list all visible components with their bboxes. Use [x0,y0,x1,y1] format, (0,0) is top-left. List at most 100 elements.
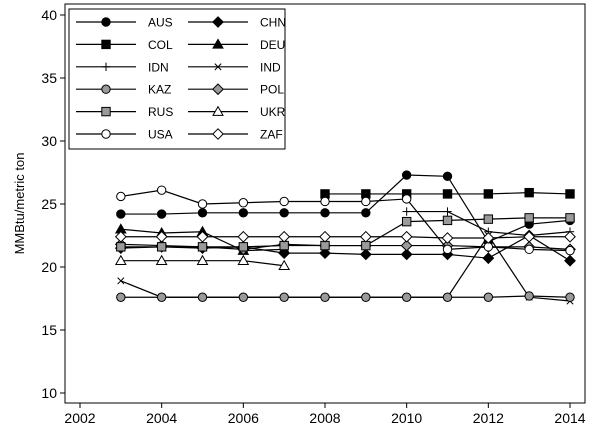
point-usa-2005 [197,199,208,209]
legend-label-ind: IND [260,60,281,74]
x-tick-label-2004: 2004 [146,410,177,426]
legend-label-idn: IDN [148,60,169,74]
legend-marker-aus [101,17,111,27]
point-aus-2009 [361,208,371,218]
point-zaf-2012 [482,232,495,244]
point-aus-2006 [238,208,249,218]
point-aus-2010 [401,170,412,180]
point-kaz-2010 [401,292,412,302]
point-usa-2003 [116,191,126,202]
point-kaz-2012 [483,292,494,302]
legend-item-col: COL [76,38,173,52]
point-usa-2006 [238,198,249,208]
point-usa-2007 [279,196,289,207]
point-aus-2008 [320,208,330,218]
point-zaf-2010 [400,230,413,243]
point-zaf-2013 [523,230,536,243]
point-ind-2003-b [117,277,125,285]
y-tick-label-25: 25 [41,196,57,212]
legend-item-zaf: ZAF [188,128,283,142]
legend-label-usa: USA [148,128,173,142]
legend-label-deu: DEU [260,38,285,52]
series-line-chn-0 [120,234,571,262]
point-chn-2010 [400,248,413,261]
point-usa-2011 [442,244,453,255]
legend-label-col: COL [148,38,173,52]
legend-item-pol: POL [188,83,284,97]
point-pol-2010 [400,239,413,252]
series-lines [114,170,576,305]
point-aus-2011 [442,171,453,181]
point-zaf-2011 [441,232,454,244]
series-line-usa-0 [120,189,571,252]
series-ukr [114,254,291,270]
point-rus-2003 [116,242,126,252]
point-kaz-2004 [156,292,167,302]
point-usa-2008 [320,196,330,207]
point-ukr-2003 [114,254,127,265]
point-usa-2004 [156,185,167,195]
point-kaz-2008 [320,292,330,302]
legend-item-chn: CHN [188,16,286,30]
point-idn-2010 [402,207,411,216]
legend: AUS CHN COL DEU IDN IND KAZ POL RUS UKR USA ZAF [68,8,286,150]
point-usa-2010 [401,194,412,204]
legend-marker-col [101,39,111,50]
y-tick-label-15: 15 [41,322,57,338]
point-col-2011 [442,189,453,199]
legend-label-aus: AUS [148,16,173,30]
legend-marker-deu [212,38,224,49]
point-kaz-2007 [279,292,289,302]
x-tick-label-2008: 2008 [309,410,340,426]
y-tick-label-30: 30 [41,133,57,149]
legend-label-chn: CHN [260,16,286,30]
point-ind-2003 [117,277,125,285]
axes: 10 15 20 25 30 35 40 2002 2004 2006 2008 2010 2012 20… [12,3,586,426]
y-tick-label-40: 40 [41,7,57,23]
point-ukr-2006 [237,254,250,265]
legend-marker-rus [101,106,111,117]
x-tick-label-2006: 2006 [228,410,259,426]
point-ukr-2004 [155,254,168,265]
series-kaz [116,291,575,302]
point-col-2012 [483,189,494,199]
point-aus-2004 [156,209,167,219]
point-zaf-2004 [155,230,168,243]
legend-label-ukr: UKR [260,105,286,119]
point-zaf-2008 [319,230,331,243]
legend-marker-chn [212,16,224,28]
x-tick-label-2002: 2002 [64,410,95,426]
legend-label-zaf: ZAF [260,128,283,142]
point-usa-2013 [524,244,534,255]
x-tick-label-2012: 2012 [473,410,504,426]
point-ukr-2007 [278,259,291,270]
point-rus-2005 [197,242,208,252]
series-line-rus-0 [120,217,570,248]
legend-marker-zaf [212,128,224,140]
y-tick-label-10: 10 [41,385,57,401]
point-zaf-2005 [196,230,209,243]
legend-label-rus: RUS [148,105,173,119]
series-line-kaz-0 [120,295,571,298]
point-zaf-2007 [278,230,291,243]
point-kaz-2003 [116,292,126,302]
point-zaf-2014 [564,230,576,243]
legend-marker-ind-b [214,63,222,71]
legend-item-ind: IND [188,60,281,74]
point-kaz-2011 [442,292,453,302]
point-rus-2012 [483,214,494,224]
point-rus-2010 [401,216,412,227]
series-line-zaf-0 [120,236,570,239]
point-rus-2014 [565,213,575,223]
point-rus-2011 [442,215,453,226]
legend-item-usa: USA [76,128,173,142]
legend-item-idn: IDN [76,60,169,74]
legend-marker-idn [101,62,111,71]
legend-marker-ukr [212,105,224,116]
y-tick-label-35: 35 [41,70,57,86]
x-tick-label-2014: 2014 [554,410,585,426]
point-aus-2005 [197,208,208,218]
legend-item-rus: RUS [76,105,173,119]
